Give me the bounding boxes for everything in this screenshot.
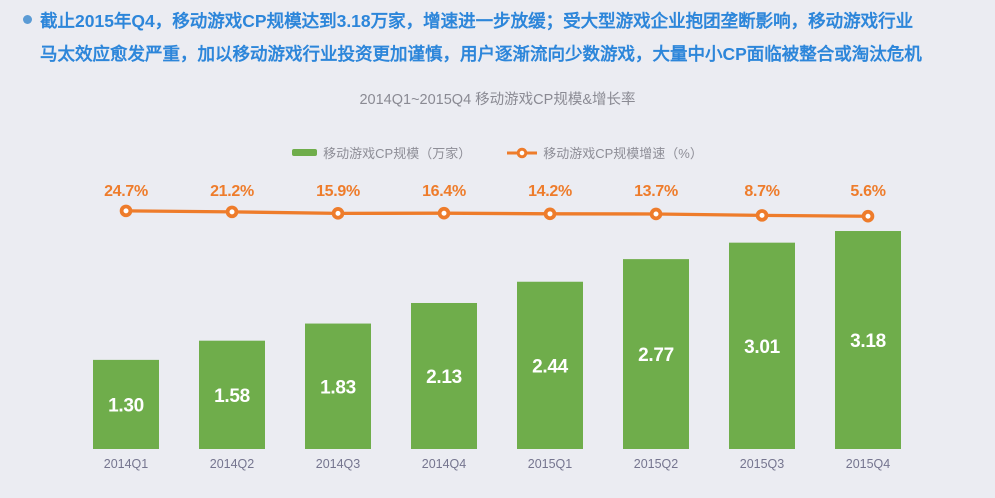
bar-value-label: 1.58 bbox=[214, 386, 250, 407]
bullet-icon bbox=[23, 15, 32, 24]
growth-value-label: 8.7% bbox=[744, 183, 779, 200]
growth-marker-icon bbox=[649, 207, 663, 221]
x-axis-label: 2014Q2 bbox=[210, 457, 255, 471]
bar-series-swatch-icon bbox=[292, 149, 318, 156]
intro-line-1: 截止2015年Q4，移动游戏CP规模达到3.18万家，增速进一步放缓；受大型游戏… bbox=[40, 11, 914, 31]
chart-title: 2014Q1~2015Q4 移动游戏CP规模&增长率 bbox=[359, 92, 636, 108]
bar bbox=[305, 323, 371, 449]
growth-marker-icon bbox=[225, 205, 239, 219]
growth-value-label: 14.2% bbox=[528, 183, 572, 200]
bar bbox=[199, 340, 265, 449]
growth-line bbox=[125, 209, 869, 218]
growth-value-label: 24.7% bbox=[104, 183, 148, 200]
bar-value-label: 2.13 bbox=[426, 367, 462, 388]
bar bbox=[623, 259, 689, 449]
x-axis-label: 2015Q1 bbox=[528, 457, 573, 471]
x-axis-label: 2014Q1 bbox=[104, 457, 149, 471]
growth-value-label: 16.4% bbox=[422, 183, 466, 200]
growth-value-label: 13.7% bbox=[634, 183, 678, 200]
line-series-marker-icon bbox=[507, 147, 538, 158]
growth-marker-icon bbox=[437, 206, 451, 220]
bar-value-label: 3.18 bbox=[850, 331, 886, 352]
growth-marker-icon bbox=[543, 207, 557, 221]
bar-value-label: 1.30 bbox=[108, 395, 144, 416]
bar bbox=[411, 302, 477, 449]
legend-item-growth-rate: 移动游戏CP规模增速（%） bbox=[507, 143, 703, 162]
bar bbox=[93, 359, 159, 449]
bar-value-label: 1.83 bbox=[320, 377, 356, 398]
x-axis-label: 2015Q4 bbox=[846, 457, 891, 471]
x-axis-label: 2015Q3 bbox=[740, 457, 785, 471]
growth-value-label: 5.6% bbox=[850, 183, 885, 200]
x-axis-label: 2014Q4 bbox=[422, 457, 467, 471]
growth-marker-icon bbox=[331, 207, 345, 220]
bar-value-label: 3.01 bbox=[744, 337, 781, 358]
bar bbox=[835, 231, 901, 449]
bar-value-label: 2.77 bbox=[638, 345, 674, 366]
x-axis-label: 2015Q2 bbox=[634, 457, 679, 471]
growth-value-label: 21.2% bbox=[210, 183, 254, 200]
intro-text: 截止2015年Q4，移动游戏CP规模达到3.18万家，增速进一步放缓；受大型游戏… bbox=[40, 5, 975, 70]
legend-item-cp-scale: 移动游戏CP规模（万家） bbox=[292, 143, 471, 162]
legend-label-growth-rate: 移动游戏CP规模增速（%） bbox=[543, 146, 703, 161]
x-axis-label: 2014Q3 bbox=[316, 457, 361, 471]
legend-label-cp-scale: 移动游戏CP规模（万家） bbox=[323, 146, 472, 161]
bar bbox=[729, 242, 795, 449]
intro-line-2: 马太效应愈发严重，加以移动游戏行业投资更加谨慎，用户逐渐流向少数游戏，大量中小C… bbox=[40, 43, 922, 64]
growth-marker-icon bbox=[861, 209, 875, 223]
growth-value-label: 15.9% bbox=[316, 183, 360, 200]
growth-marker-icon bbox=[755, 209, 769, 222]
growth-marker-icon bbox=[119, 204, 133, 218]
bar-value-label: 2.44 bbox=[532, 356, 569, 377]
bar bbox=[517, 281, 583, 449]
chart-legend: 移动游戏CP规模（万家） 移动游戏CP规模增速（%） bbox=[0, 143, 995, 162]
